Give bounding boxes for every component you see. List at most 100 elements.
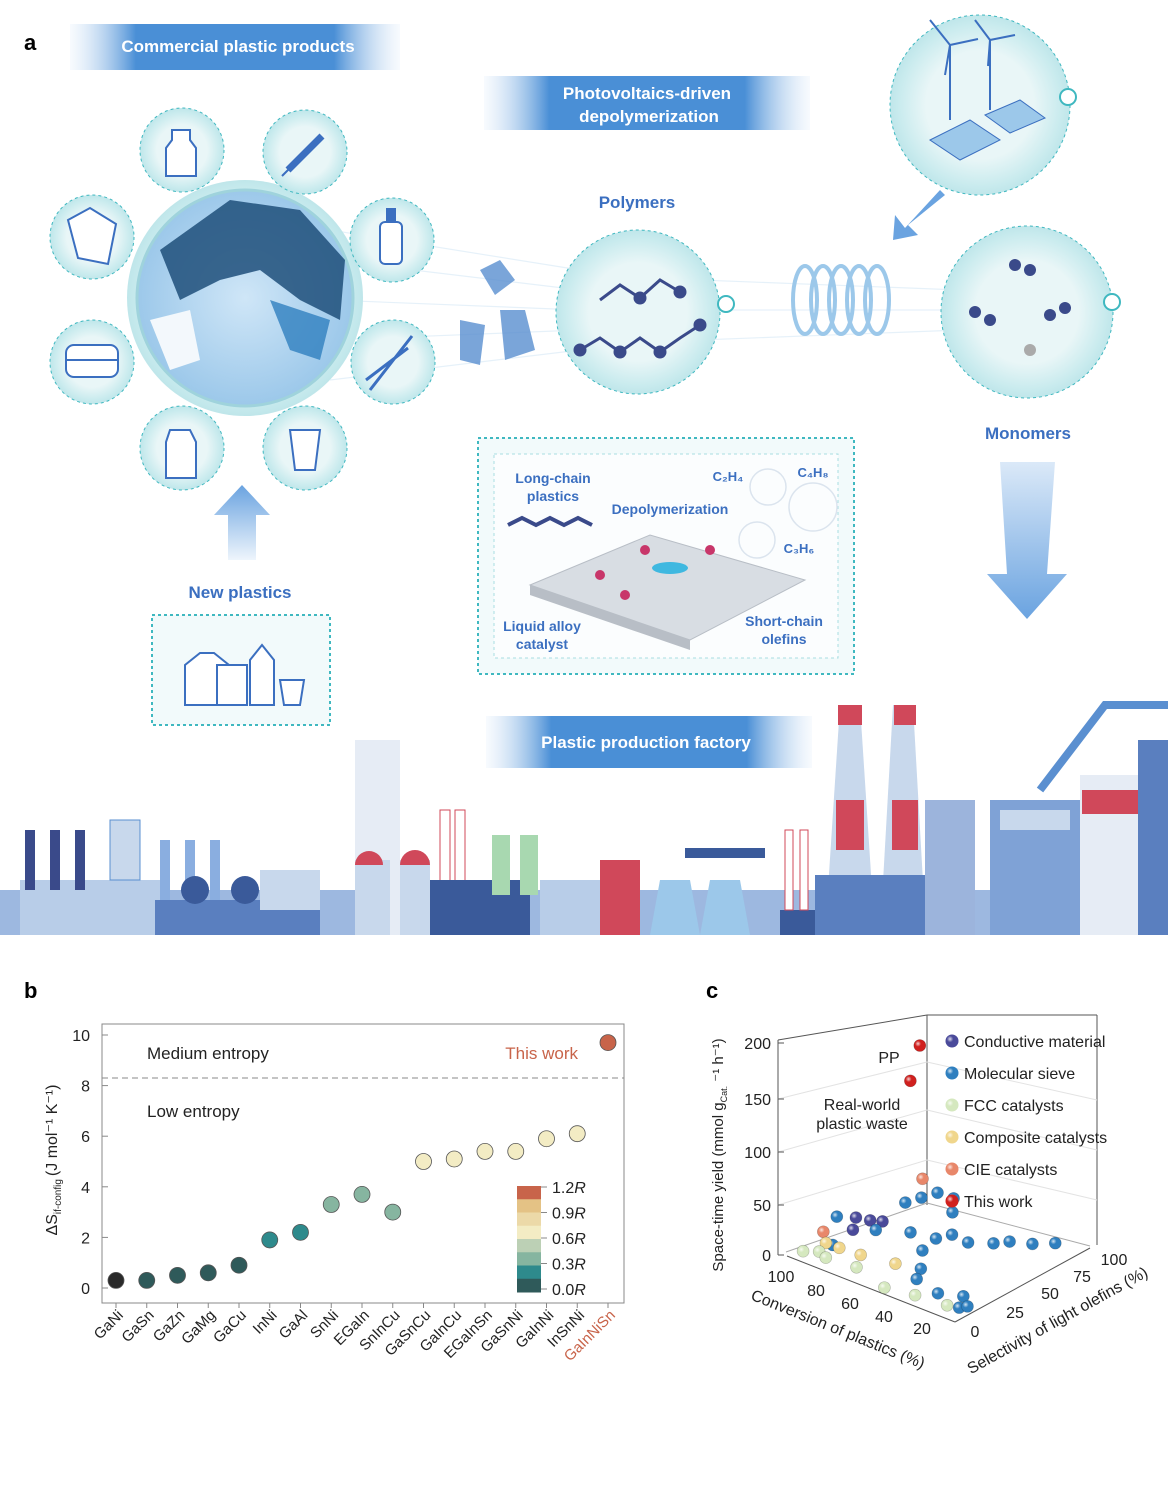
data-point-molecular-sieve xyxy=(957,1289,970,1303)
data-point-molecular-sieve xyxy=(929,1232,943,1245)
x-tick-label: 80 xyxy=(807,1283,825,1300)
legend-label: CIE catalysts xyxy=(964,1162,1057,1179)
x-tick-label: GaMg xyxy=(178,1307,219,1348)
data-point-fcc-catalysts xyxy=(878,1281,891,1294)
legend-item: Molecular sieve xyxy=(945,1066,1075,1083)
selectivity-tick-label: 25 xyxy=(1006,1305,1024,1322)
polymer-circle xyxy=(555,229,721,395)
chart-c-y-label: Selectivity of light olefins (%) xyxy=(965,1264,1151,1378)
panel-label-a: a xyxy=(24,30,37,55)
connector-dot xyxy=(717,295,735,313)
monomers-label: Monomers xyxy=(985,424,1071,443)
data-point-molecular-sieve xyxy=(904,1226,917,1239)
data-point-SnInCu xyxy=(384,1203,402,1221)
x-tick-label: 20 xyxy=(913,1321,931,1338)
data-point-EGaInSn xyxy=(476,1142,494,1160)
data-point-GaMg xyxy=(199,1264,217,1282)
liquid-alloy-label-2: catalyst xyxy=(516,636,568,652)
data-point-composite-catalysts xyxy=(889,1257,902,1270)
colorbar-label: 0.0R xyxy=(552,1282,586,1299)
product-circles xyxy=(49,107,436,491)
data-point-fcc-catalysts xyxy=(908,1288,922,1302)
banner-factory xyxy=(486,716,812,768)
panel-a: a Commercial plastic products Photovolta… xyxy=(0,14,1168,935)
data-point-EGaIn xyxy=(353,1185,371,1203)
data-point-this-work xyxy=(904,1074,917,1088)
data-point-conductive-material xyxy=(863,1214,877,1227)
colorbar-band xyxy=(517,1239,541,1253)
data-point-GaNi xyxy=(107,1272,125,1289)
data-point-GaInCu xyxy=(445,1150,463,1168)
monomer-circle xyxy=(940,225,1114,399)
z-tick-label: 0 xyxy=(762,1248,771,1265)
legend-label: Conductive material xyxy=(964,1034,1105,1051)
depolymerization-label: Depolymerization xyxy=(612,501,729,517)
data-point-molecular-sieve xyxy=(1003,1235,1016,1248)
data-point-molecular-sieve xyxy=(899,1196,912,1209)
syringe-icon xyxy=(262,109,348,195)
selectivity-tick-label: 100 xyxy=(1101,1252,1128,1269)
plastic-fragments xyxy=(150,200,345,370)
real-world-annotation: Real-world xyxy=(824,1097,900,1114)
solar-panel-icon xyxy=(929,99,1047,161)
data-point-molecular-sieve xyxy=(830,1210,844,1223)
real-world-annotation-2: plastic waste xyxy=(816,1116,908,1133)
low-entropy-label: Low entropy xyxy=(147,1102,240,1121)
colorbar-band xyxy=(517,1278,541,1293)
data-point-GaSnNi xyxy=(507,1142,525,1160)
data-point-fcc-catalysts xyxy=(850,1260,863,1274)
z-tick-label: 200 xyxy=(744,1036,771,1053)
new-plastics-label: New plastics xyxy=(189,583,292,602)
cup-icon xyxy=(262,405,348,491)
data-point-conductive-material xyxy=(846,1223,860,1237)
legend-item: CIE catalysts xyxy=(945,1162,1057,1179)
long-chain-molecule-icon xyxy=(507,515,593,528)
data-point-molecular-sieve xyxy=(961,1236,975,1249)
z-tick-label: 100 xyxy=(744,1145,771,1162)
data-point-composite-catalysts xyxy=(854,1248,867,1262)
wind-turbine-icon xyxy=(929,19,1016,120)
reactor-coil-icon xyxy=(791,264,891,336)
legend-label: This work xyxy=(964,1194,1033,1211)
banner-pv xyxy=(484,76,810,130)
legend-label: FCC catalysts xyxy=(964,1098,1064,1115)
data-point-GaZn xyxy=(169,1266,186,1284)
y-tick-label: 6 xyxy=(81,1129,90,1146)
data-point-molecular-sieve xyxy=(1026,1237,1039,1251)
data-point-fcc-catalysts xyxy=(819,1251,833,1264)
data-point-molecular-sieve xyxy=(987,1237,1000,1250)
colorbar-band xyxy=(517,1212,541,1227)
data-point-molecular-sieve xyxy=(931,1287,945,1300)
z-tick-label: 150 xyxy=(744,1092,771,1109)
colorbar-label: 0.9R xyxy=(552,1206,586,1223)
panel-label-b: b xyxy=(24,978,37,1003)
data-point-molecular-sieve xyxy=(931,1186,944,1199)
spray-bottle-icon xyxy=(349,197,435,283)
arrow-to-reactor-icon xyxy=(893,190,945,240)
colorbar: 1.2R 0.9R 0.6R 0.3R 0.0R xyxy=(517,1180,586,1299)
chart-b-y-axis: 0 2 4 6 8 10 xyxy=(72,1028,108,1298)
chart-c-points xyxy=(796,1039,1062,1314)
x-tick-label: GaSn xyxy=(118,1307,157,1346)
selectivity-tick-label: 75 xyxy=(1073,1269,1091,1286)
alloy-atoms-icon xyxy=(595,545,715,600)
colorbar-band xyxy=(517,1199,541,1213)
chart-c-legend: Conductive material Molecular sieve FCC ca… xyxy=(945,1034,1107,1211)
monomer-molecule-icon xyxy=(969,259,1071,356)
x-tick-label: InNi xyxy=(250,1307,281,1338)
y-tick-label: 10 xyxy=(72,1028,90,1045)
y-tick-label: 4 xyxy=(81,1180,90,1197)
cutlery-icon xyxy=(350,319,436,405)
x-tick-label: 100 xyxy=(768,1269,795,1286)
y-tick-label: 2 xyxy=(81,1230,90,1247)
data-point-fcc-catalysts xyxy=(940,1298,954,1312)
bottle-icon xyxy=(139,107,225,193)
data-point-InNi xyxy=(261,1231,279,1249)
pp-annotation: PP xyxy=(878,1050,899,1067)
data-point-molecular-sieve xyxy=(869,1223,883,1237)
data-point-molecular-sieve xyxy=(961,1300,974,1313)
chart-b-points xyxy=(107,1034,617,1289)
